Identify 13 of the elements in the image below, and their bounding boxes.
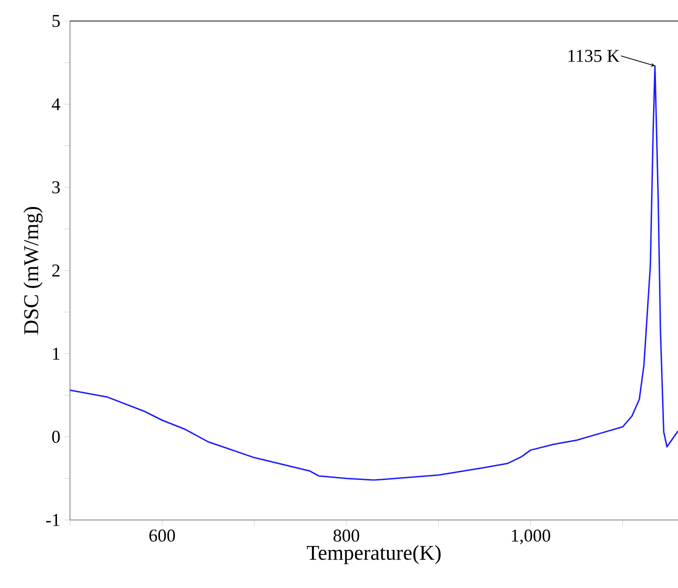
x-tick-label: 1,000 [512,530,550,544]
y-tick-label: 4 [52,98,60,110]
x-tick-label: 800 [334,530,360,542]
y-axis-title: DSC (mW/mg) [24,206,43,334]
y-tick-label: 1 [53,348,60,360]
y-tick-label: 5 [52,15,60,27]
y-tick-label: 0 [52,430,60,443]
annotation: 1135 K [568,50,620,62]
x-axis-title: Temperature(K) [306,545,441,564]
y-tick-label: 3 [52,181,60,194]
y-tick-label: -1 [46,514,60,526]
y-tick-label: 2 [52,264,60,276]
x-tick-label: 600 [149,530,175,542]
